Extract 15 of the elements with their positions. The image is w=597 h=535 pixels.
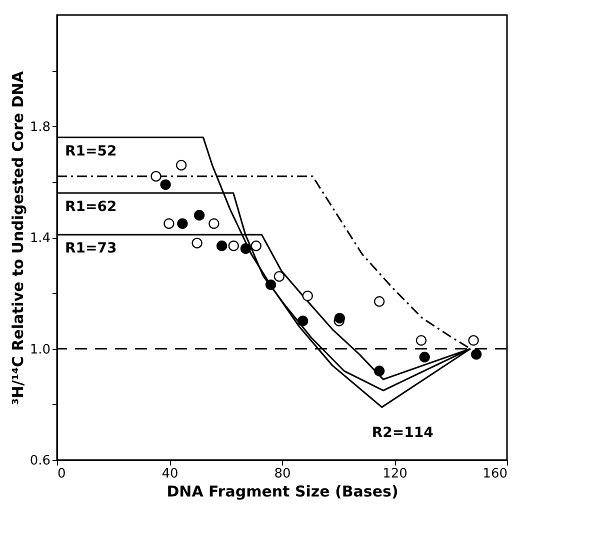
y-tick-label: 1.4 bbox=[30, 231, 50, 246]
x-axis-title: DNA Fragment Size (Bases) bbox=[166, 482, 398, 500]
annotation: R1=52 bbox=[65, 143, 117, 160]
x-tick-label: 120 bbox=[382, 466, 408, 482]
annotation: R1=62 bbox=[65, 199, 117, 215]
x-tick-label: 40 bbox=[162, 466, 178, 482]
y-axis-title: ³H/¹⁴C Relative to Undigested Core DNA bbox=[8, 70, 27, 405]
x-tick-label: 80 bbox=[274, 466, 291, 482]
annotation: R1=73 bbox=[65, 240, 117, 257]
x-tick-label: 0 bbox=[58, 466, 66, 482]
annotation: R2=114 bbox=[372, 425, 434, 442]
y-tick-label: 1.8 bbox=[30, 120, 50, 135]
y-tick-label: 0.6 bbox=[30, 454, 50, 468]
x-tick-label: 160 bbox=[482, 466, 508, 482]
y-tick-label: 1.0 bbox=[30, 342, 50, 358]
